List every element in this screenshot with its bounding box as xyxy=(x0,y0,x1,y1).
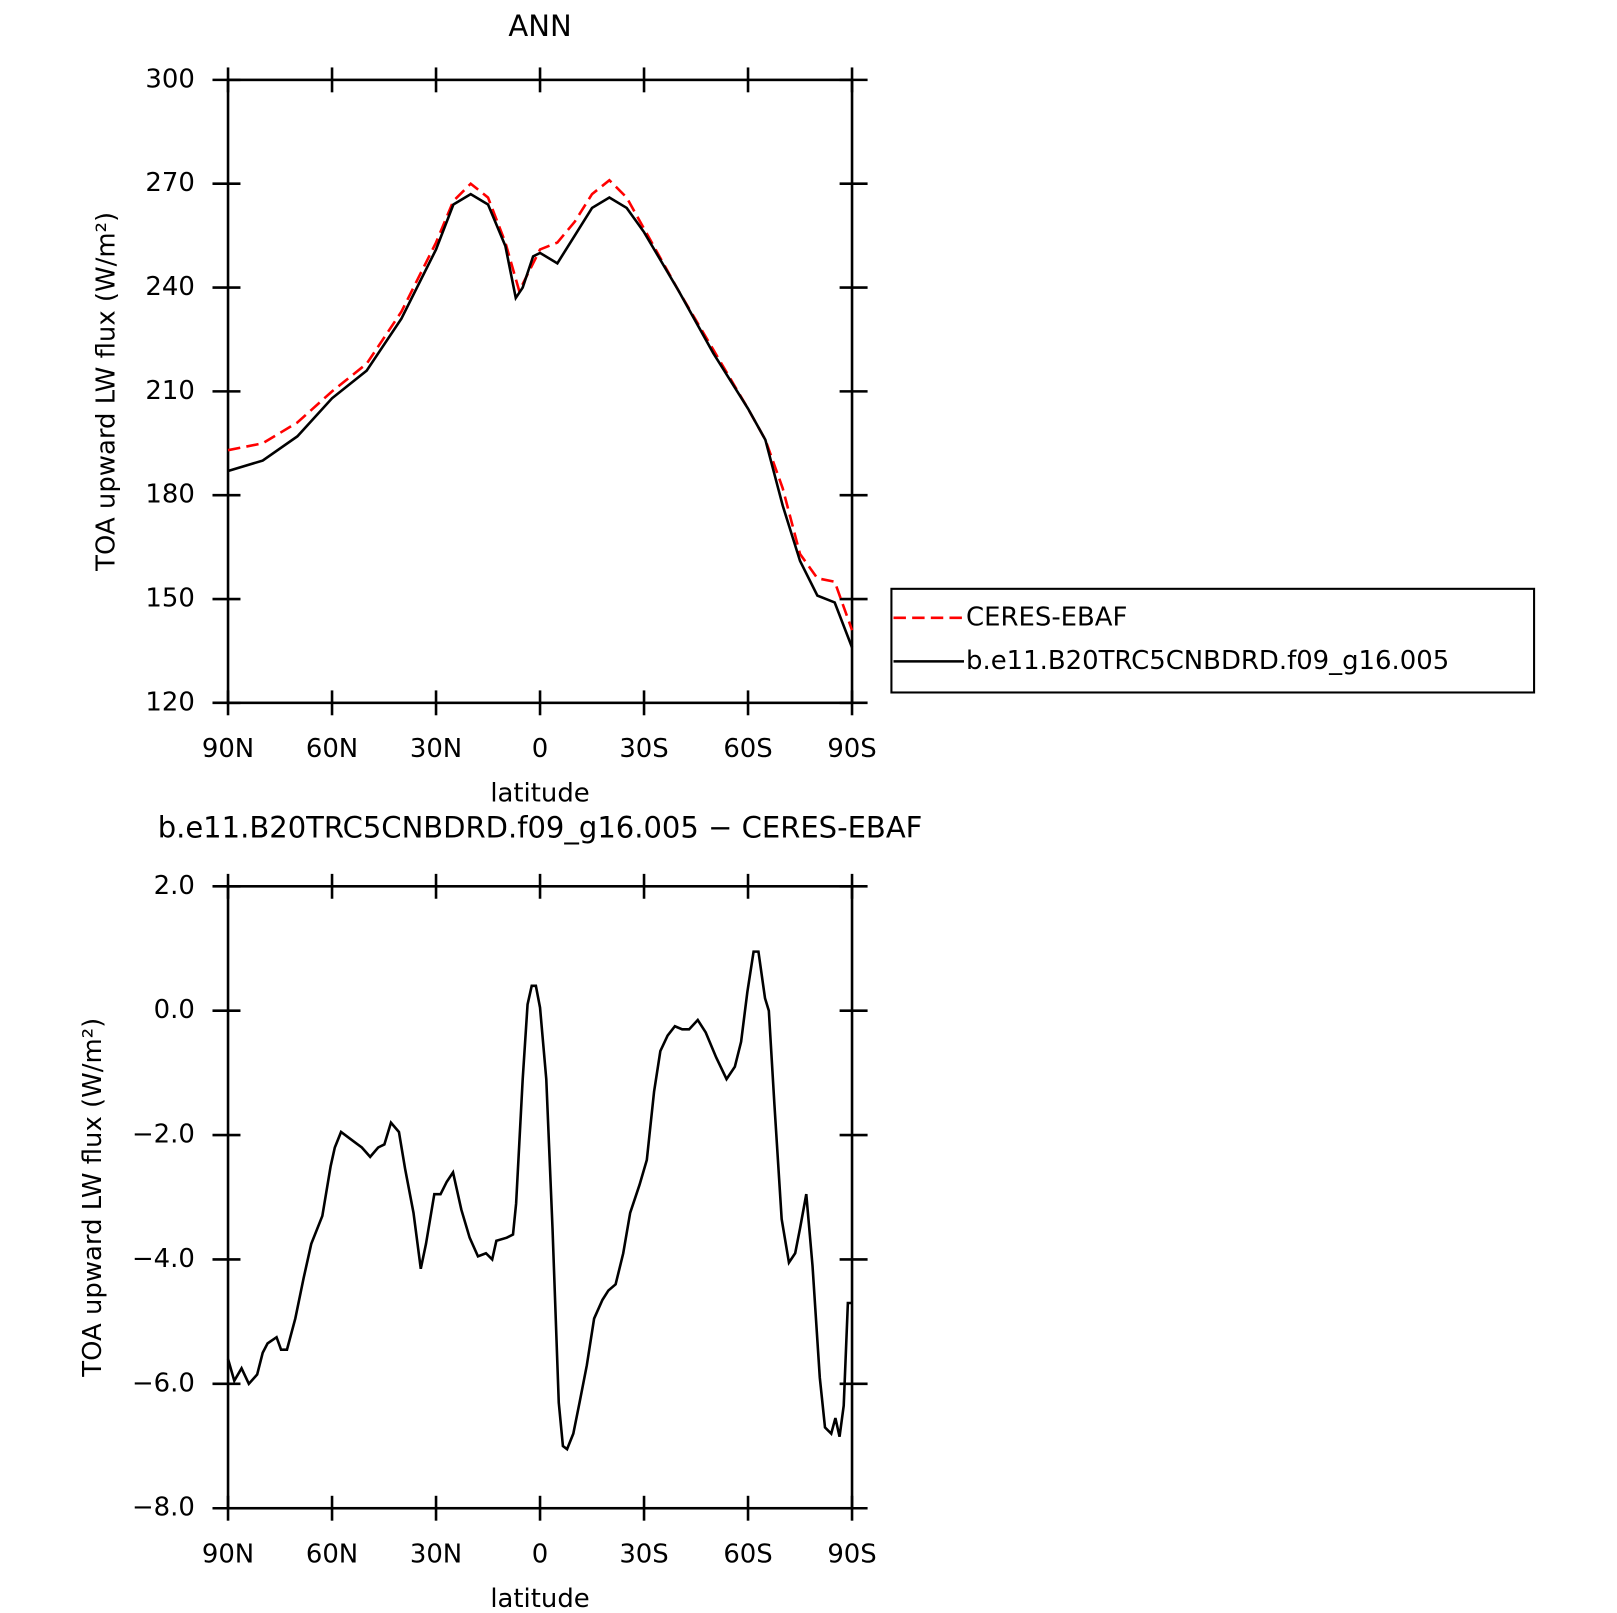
y-tick-label: 120 xyxy=(145,687,194,717)
y-tick-label: 2.0 xyxy=(154,871,195,901)
y-tick-label: −6.0 xyxy=(132,1368,195,1398)
x-tick-label: 30S xyxy=(619,734,668,764)
x-tick-label: 0 xyxy=(532,734,548,764)
x-tick-label: 90N xyxy=(202,1539,254,1569)
y-tick-label: 180 xyxy=(145,480,194,510)
y-tick-label: −2.0 xyxy=(132,1120,195,1150)
y-tick-label: 270 xyxy=(145,168,194,198)
y-axis-label: TOA upward LW flux (W/m²) xyxy=(78,1018,108,1378)
y-tick-label: −8.0 xyxy=(132,1493,195,1523)
x-tick-label: 0 xyxy=(532,1539,548,1569)
x-tick-label: 30N xyxy=(410,1539,462,1569)
y-tick-label: 300 xyxy=(145,64,194,94)
x-tick-label: 60S xyxy=(723,1539,772,1569)
x-tick-label: 30S xyxy=(619,1539,668,1569)
x-tick-label: 60N xyxy=(306,1539,358,1569)
plot-frame xyxy=(226,78,854,705)
plot-frame xyxy=(226,885,854,1510)
y-tick-label: 0.0 xyxy=(154,995,195,1025)
data-line xyxy=(227,192,854,648)
y-tick-label: 240 xyxy=(145,272,194,302)
y-axis-label: TOA upward LW flux (W/m²) xyxy=(91,212,121,572)
x-tick-label: 90N xyxy=(202,734,254,764)
y-tick-label: 150 xyxy=(145,584,194,614)
legend-label: CERES-EBAF xyxy=(966,602,1127,632)
x-tick-label: 30N xyxy=(410,734,462,764)
data-line xyxy=(227,178,854,631)
legend-label: b.e11.B20TRC5CNBDRD.f09_g16.005 xyxy=(966,646,1449,676)
y-tick-label: −4.0 xyxy=(132,1244,195,1274)
x-tick-label: 60N xyxy=(306,734,358,764)
data-line xyxy=(226,950,853,1452)
x-axis-label: latitude xyxy=(490,1584,589,1613)
x-tick-label: 90S xyxy=(827,1539,876,1569)
y-tick-label: 210 xyxy=(145,376,194,406)
x-tick-label: 60S xyxy=(723,734,772,764)
x-axis-label: latitude xyxy=(490,779,589,809)
x-tick-label: 90S xyxy=(827,734,876,764)
chart-title: ANN xyxy=(508,9,571,43)
legend-box xyxy=(890,587,1536,694)
chart-title: b.e11.B20TRC5CNBDRD.f09_g16.005 − CERES-… xyxy=(158,810,923,844)
